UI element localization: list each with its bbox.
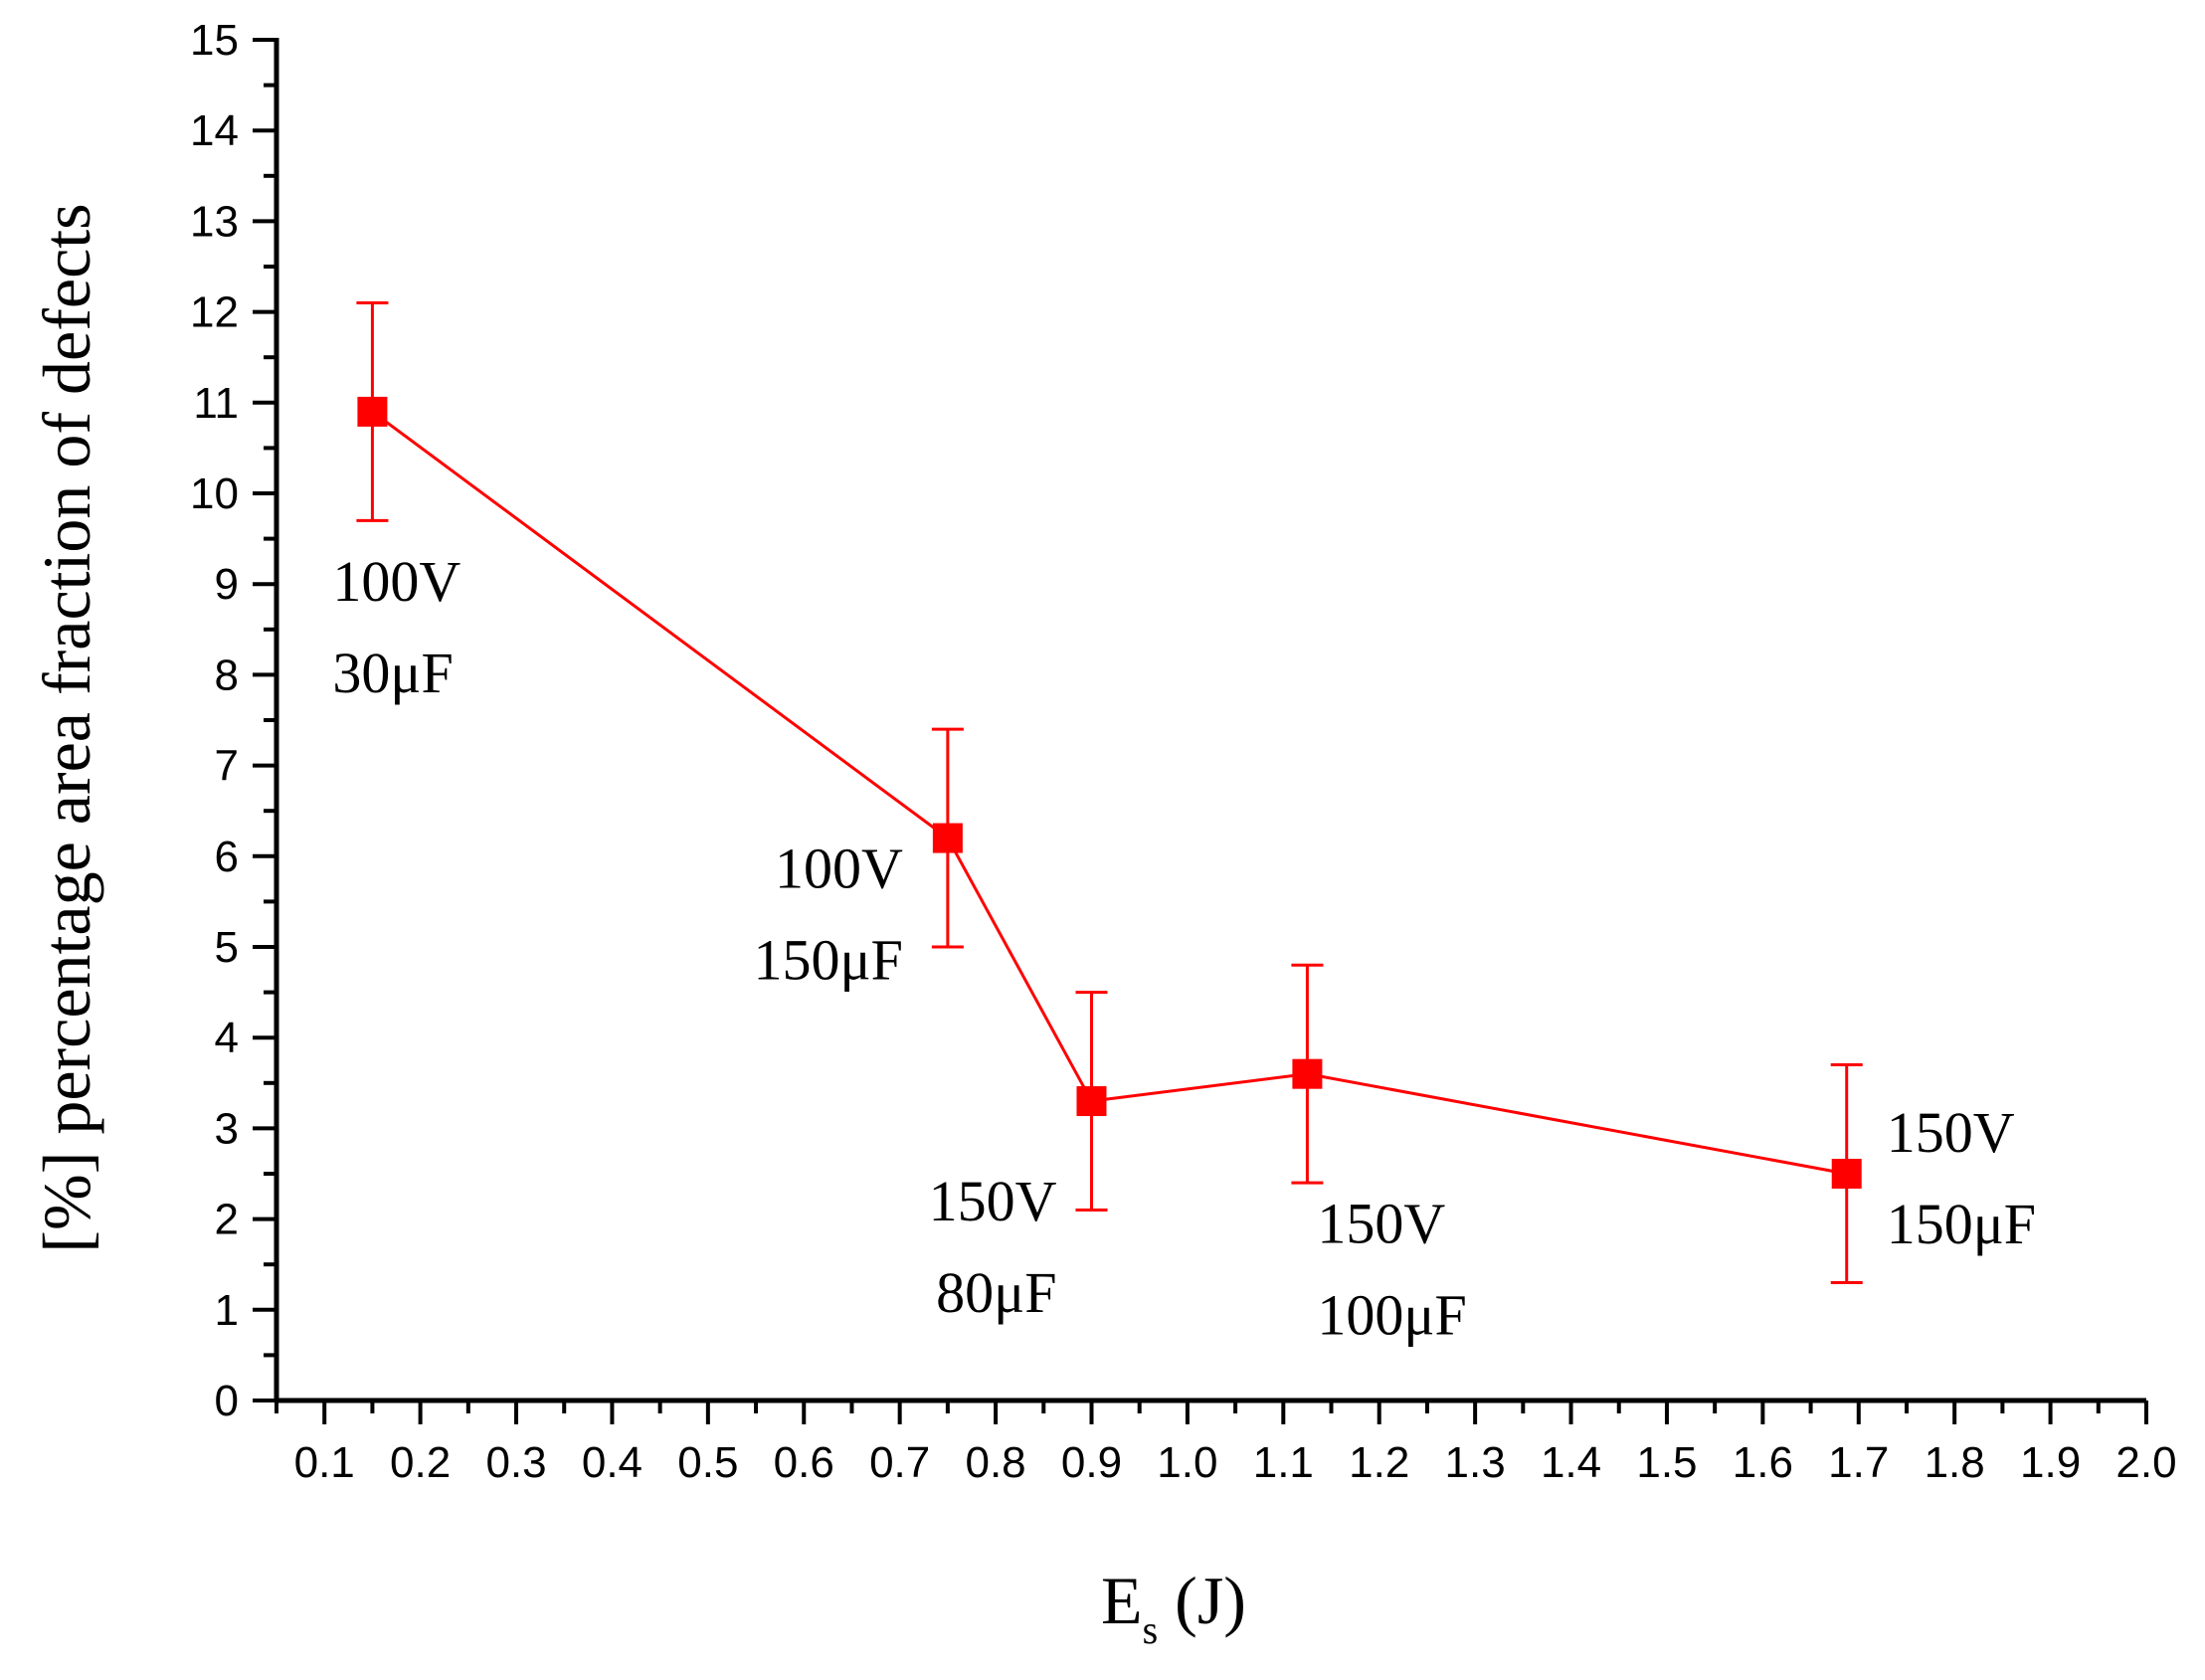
y-tick-label: 1 bbox=[215, 1286, 239, 1335]
x-tick-label: 2.0 bbox=[2115, 1438, 2176, 1487]
series-line bbox=[371, 410, 1847, 1176]
point-label-line: 150μF bbox=[1887, 1192, 2036, 1256]
x-tick-label: 0.9 bbox=[1061, 1438, 1122, 1487]
x-tick-label: 0.1 bbox=[294, 1438, 355, 1487]
x-tick-label: 1.8 bbox=[1925, 1438, 1985, 1487]
point-label-line: 100μF bbox=[1317, 1283, 1466, 1348]
x-tick-label: 1.4 bbox=[1541, 1438, 1601, 1487]
point-label-line: 150V bbox=[929, 1169, 1057, 1233]
x-tick-label: 1.2 bbox=[1349, 1438, 1409, 1487]
point-label: 100V 150μF bbox=[754, 837, 903, 993]
x-tick-label: 1.0 bbox=[1157, 1438, 1217, 1487]
y-axis-title: [%] percentage area fraction of defects bbox=[29, 203, 104, 1252]
data-point bbox=[357, 396, 388, 427]
y-tick-label: 7 bbox=[215, 742, 239, 791]
y-tick-label: 14 bbox=[190, 106, 239, 155]
x-axis-title-subscript: s bbox=[1143, 1607, 1159, 1652]
x-tick-label: 1.7 bbox=[1828, 1438, 1889, 1487]
point-label: 100V 30μF bbox=[332, 549, 460, 705]
y-tick-label: 4 bbox=[215, 1014, 239, 1062]
data-point bbox=[1292, 1058, 1323, 1089]
x-axis-title-suffix: (J) bbox=[1158, 1563, 1246, 1638]
y-tick-label: 10 bbox=[190, 469, 239, 518]
data-point bbox=[1831, 1159, 1862, 1189]
y-tick-label: 2 bbox=[215, 1196, 239, 1244]
x-tick-label: 1.5 bbox=[1636, 1438, 1697, 1487]
y-tick-label: 11 bbox=[193, 379, 239, 428]
x-tick-label: 0.2 bbox=[390, 1438, 451, 1487]
y-tick-label: 6 bbox=[215, 833, 239, 881]
point-label-line: 100V bbox=[332, 549, 460, 614]
x-tick-label: 0.7 bbox=[869, 1438, 930, 1487]
point-label-line: 80μF bbox=[936, 1260, 1056, 1325]
point-label: 150V 100μF bbox=[1317, 1192, 1466, 1348]
x-tick-label: 1.1 bbox=[1253, 1438, 1314, 1487]
data-point bbox=[932, 823, 963, 853]
x-tick-label: 0.6 bbox=[774, 1438, 834, 1487]
y-tick-label: 3 bbox=[215, 1104, 239, 1153]
x-axis-title-main: E bbox=[1101, 1563, 1143, 1638]
y-tick-label: 5 bbox=[215, 923, 239, 972]
y-tick-label: 15 bbox=[190, 16, 239, 65]
y-tick-label: 12 bbox=[190, 288, 239, 337]
x-axis-title: Es (J) bbox=[1101, 1563, 1246, 1652]
y-tick-label: 13 bbox=[190, 197, 239, 246]
point-label-line: 150V bbox=[1887, 1100, 2015, 1165]
point-label-line: 150V bbox=[1317, 1192, 1445, 1256]
point-label-line: 100V bbox=[775, 837, 903, 901]
x-tick-label: 0.3 bbox=[485, 1438, 546, 1487]
x-tick-label: 0.8 bbox=[965, 1438, 1025, 1487]
data-point bbox=[1076, 1086, 1107, 1117]
y-tick-label: 9 bbox=[215, 560, 239, 609]
y-tick-label: 8 bbox=[215, 651, 239, 699]
x-tick-label: 1.9 bbox=[2020, 1438, 2081, 1487]
x-tick-label: 1.3 bbox=[1445, 1438, 1506, 1487]
x-tick-label: 0.4 bbox=[582, 1438, 643, 1487]
x-tick-label: 0.5 bbox=[677, 1438, 738, 1487]
x-tick-label: 1.6 bbox=[1733, 1438, 1793, 1487]
point-label: 150V 80μF bbox=[929, 1169, 1057, 1325]
point-label: 150V 150μF bbox=[1887, 1100, 2036, 1256]
point-label-line: 150μF bbox=[754, 928, 903, 993]
point-label-line: 30μF bbox=[332, 641, 453, 705]
y-tick-label: 0 bbox=[215, 1377, 239, 1425]
